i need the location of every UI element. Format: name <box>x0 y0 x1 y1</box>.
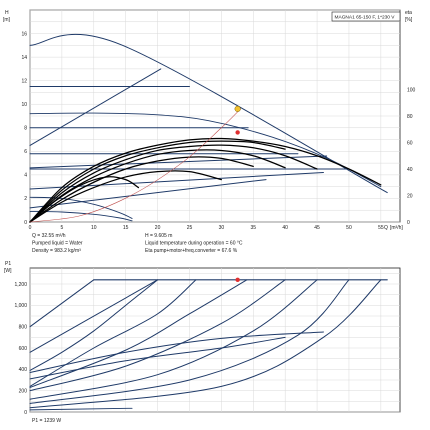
info-density: Density = 983.2 kg/m³ <box>32 248 81 254</box>
power-series-rising-7 <box>29 279 318 400</box>
head-series-efficiency-18 <box>29 176 140 223</box>
power-y-axis-label: P1 <box>5 261 11 267</box>
power-y-tick-label: 800 <box>19 324 28 330</box>
operating-point-info: Q = 32.55 m³/h Pumped liquid = Water Den… <box>32 233 243 254</box>
head-series-proportional-1 <box>29 68 162 146</box>
head-x-tick-label: 10 <box>91 225 97 231</box>
head-x-tick-label: 45 <box>314 225 320 231</box>
info-p1: P1 = 1239 W <box>32 418 61 424</box>
head-x-tick-label: 15 <box>123 225 129 231</box>
head-x-tick-label: 5 <box>61 225 64 231</box>
head-x-axis-label: Q <box>384 225 388 231</box>
head-y2-tick-label: 20 <box>407 193 413 199</box>
head-x-tick-label: 55 <box>378 225 384 231</box>
head-y-tick-label: 4 <box>24 173 27 179</box>
head-y-tick-label: 14 <box>21 55 27 61</box>
power-series-partial-10 <box>29 336 286 380</box>
info-flow: Q = 32.55 m³/h <box>32 233 66 239</box>
power-series-rising-8 <box>29 279 350 404</box>
power-y-tick-label: 400 <box>19 367 28 373</box>
head-y2-tick-label: 60 <box>407 140 413 146</box>
head-operating-point <box>234 105 241 112</box>
head-series-proportional-2 <box>29 155 328 169</box>
head-y-tick-label: 12 <box>21 78 27 84</box>
head-series-efficiency-13 <box>29 140 286 223</box>
head-series-fixed-9 <box>29 210 133 222</box>
head-x-tick-label: 0 <box>29 225 32 231</box>
head-series-efficiency-17 <box>29 170 223 223</box>
power-series-rising-1 <box>29 279 95 328</box>
power-y-axis-unit: [W] <box>4 268 12 274</box>
eta-operating-point <box>235 130 240 135</box>
head-series-fixed-11 <box>29 112 382 188</box>
head-chart: 0 5 10 15 20 25 30 35 40 45 50 55 0 2 4 6 8 10 12 14 16 0 20… <box>3 9 416 231</box>
info-temperature: Liquid temperature during operation = 60… <box>145 241 243 247</box>
power-markers <box>235 277 240 283</box>
head-x-tick-label: 35 <box>250 225 256 231</box>
head-grid <box>29 9 400 223</box>
head-y2-tick-labels: 0 20 40 60 80 100 <box>407 87 416 226</box>
power-series-rising-5 <box>29 279 248 388</box>
head-y2-tick-label: 100 <box>407 87 416 93</box>
power-series-partial-11 <box>29 331 324 374</box>
power-y-tick-label: 0 <box>24 410 27 416</box>
head-series-system-19 <box>29 108 241 223</box>
head-series-efficiency-15 <box>29 149 286 223</box>
info-head: H = 9.605 m <box>145 233 172 239</box>
power-series-rising-2 <box>29 279 159 353</box>
head-x-axis-unit: [m³/h] <box>390 225 403 231</box>
head-markers <box>234 105 241 135</box>
head-series-group <box>29 33 388 223</box>
power-series-rising-4 <box>29 279 197 387</box>
head-y2-axis-unit: [%] <box>405 17 413 23</box>
head-x-tick-label: 20 <box>155 225 161 231</box>
power-y-tick-label: 1,200 <box>14 282 27 288</box>
head-x-tick-label: 40 <box>282 225 288 231</box>
head-series-efficiency-14 <box>29 144 318 223</box>
head-y-tick-label: 16 <box>21 31 27 37</box>
info-efficiency: Eta pump+motor+freq.converter = 67.6 % <box>145 248 238 254</box>
chart-title-box <box>331 11 401 22</box>
head-series-efficiency-12 <box>29 137 382 223</box>
head-x-tick-label: 25 <box>187 225 193 231</box>
head-y-tick-label: 2 <box>24 196 27 202</box>
head-y2-tick-label: 40 <box>407 167 413 173</box>
power-operating-point <box>235 277 240 283</box>
power-y-tick-label: 200 <box>19 388 28 394</box>
power-y-tick-labels: 0 200 400 600 800 1,000 1,200 <box>14 282 27 416</box>
power-y-tick-label: 600 <box>19 346 28 352</box>
head-y2-axis-label: eta <box>405 10 412 16</box>
head-series-efficiency-16 <box>29 156 254 223</box>
info-liquid: Pumped liquid = Water <box>32 241 83 247</box>
head-y-tick-labels: 0 2 4 6 8 10 12 14 16 <box>21 31 27 225</box>
head-x-tick-labels: 0 5 10 15 20 25 30 35 40 45 50 55 <box>29 225 384 231</box>
head-y-tick-label: 0 <box>24 220 27 226</box>
head-x-tick-label: 50 <box>346 225 352 231</box>
power-series-rising-9 <box>29 279 382 409</box>
head-x-tick-label: 30 <box>219 225 225 231</box>
head-y-axis-unit: [m] <box>3 17 11 23</box>
head-y-tick-label: 6 <box>24 149 27 155</box>
head-y-tick-label: 10 <box>21 102 27 108</box>
power-series-rising-6 <box>29 279 286 392</box>
power-series-rising-3 <box>29 279 159 371</box>
head-y-tick-label: 8 <box>24 126 27 132</box>
head-series-proportional-4 <box>29 179 267 209</box>
head-y-axis-label: H <box>5 10 9 16</box>
head-y2-tick-label: 80 <box>407 114 413 120</box>
power-y-tick-label: 1,000 <box>14 303 27 309</box>
power-series-fixed-12 <box>29 407 133 411</box>
chart-title: MAGNA1 65-150 F, 1*230 V <box>335 15 396 21</box>
head-y2-tick-label: 0 <box>407 220 410 226</box>
power-series-group <box>29 279 388 411</box>
power-chart: 0 200 400 600 800 1,000 1,200 P1 [W] P1 = 1239… <box>4 261 401 424</box>
